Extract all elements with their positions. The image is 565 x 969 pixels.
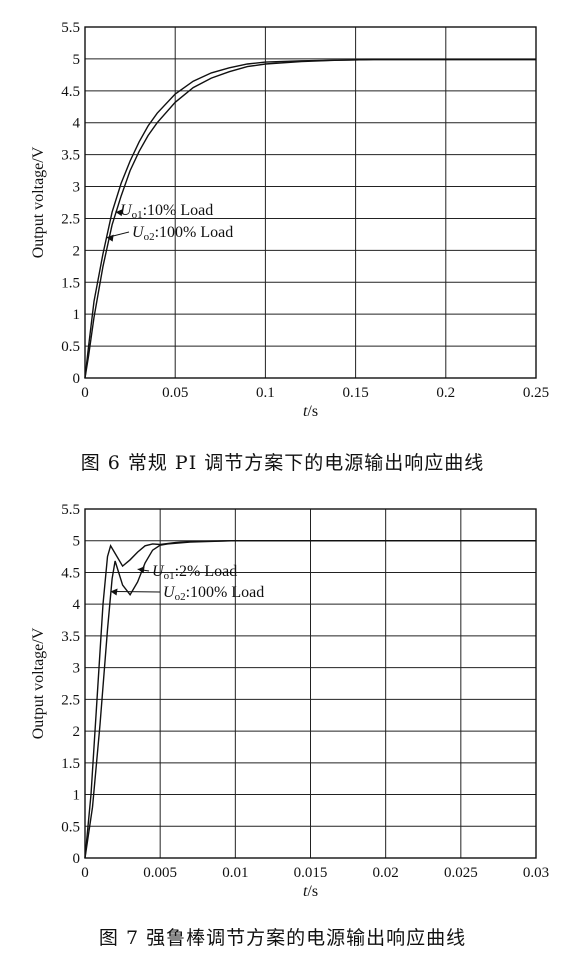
y-axis-label: Output voltage/V (30, 146, 47, 258)
y-tick-label: 5 (73, 52, 81, 68)
y-tick-label: 0.5 (61, 339, 80, 355)
annotation-arrowhead (110, 588, 118, 596)
series-annotation-1: Uo1:10% Load (120, 202, 213, 221)
series-line-2 (84, 540, 536, 859)
annotation-arrowhead (106, 234, 114, 242)
x-tick-label: 0.02 (373, 865, 399, 881)
figure-7-chart: 0 0.5 1 1.5 2 2.5 3 3.5 4 4.5 5 5.5 0 0.005 0.01 0.015 0… (30, 502, 549, 900)
x-tick-label: 0 (81, 385, 89, 401)
y-tick-label: 2 (73, 243, 81, 259)
figure-6: 0 0.5 1 1.5 2 2.5 3 3.5 4 4.5 5 5.5 0 0.05 0.1 0.15 0.2 0… (30, 20, 549, 474)
x-tick-label: 0.1 (256, 385, 275, 401)
y-tick-label: 4 (73, 597, 81, 613)
x-tick-label: 0.01 (222, 865, 248, 881)
y-tick-label: 4.5 (61, 565, 80, 581)
y-tick-label: 5 (73, 534, 81, 550)
plot-frame (84, 508, 537, 859)
x-tick-label: 0.005 (143, 865, 177, 881)
annotation-arrowhead (115, 209, 123, 217)
y-tick-label: 3.5 (61, 629, 80, 645)
series-annotation-2: Uo2:100% Load (163, 584, 264, 603)
y-tick-label: 1 (73, 788, 81, 804)
x-tick-label: 0.015 (294, 865, 328, 881)
y-tick-label: 1 (73, 307, 81, 323)
y-tick-label: 0 (73, 371, 81, 387)
y-tick-label: 2 (73, 724, 81, 740)
x-tick-label: 0 (81, 865, 89, 881)
y-tick-label: 3.5 (61, 148, 80, 164)
x-tick-label: 0.2 (436, 385, 455, 401)
y-tick-label: 3 (73, 180, 81, 196)
y-tick-label: 2.5 (61, 211, 80, 227)
figure-6-caption: 图 6 常规 PI 调节方案下的电源输出响应曲线 (80, 452, 485, 474)
x-tick-label: 0.025 (444, 865, 478, 881)
y-tick-label: 4 (73, 116, 81, 132)
y-tick-label: 3 (73, 661, 81, 677)
y-tick-label: 2.5 (61, 692, 80, 708)
series-annotation-1: Uo1:2% Load (152, 563, 237, 582)
x-tick-label: 0.15 (342, 385, 368, 401)
y-tick-label: 4.5 (61, 84, 80, 100)
x-tick-label: 0.25 (523, 385, 549, 401)
y-tick-label: 5.5 (61, 20, 80, 36)
figure-7-caption: 图 7 强鲁棒调节方案的电源输出响应曲线 (98, 927, 467, 949)
plot-frame (84, 26, 537, 379)
y-axis-label: Output voltage/V (30, 627, 47, 739)
figure-7: 0 0.5 1 1.5 2 2.5 3 3.5 4 4.5 5 5.5 0 0.005 0.01 0.015 0… (0, 485, 565, 969)
y-tick-label: 1.5 (61, 275, 80, 291)
figure-6-chart: 0 0.5 1 1.5 2 2.5 3 3.5 4 4.5 5 5.5 0 0.05 0.1 0.15 0.2 0… (30, 20, 549, 420)
x-tick-label: 0.03 (523, 865, 549, 881)
x-tick-label: 0.05 (162, 385, 188, 401)
y-tick-label: 1.5 (61, 756, 80, 772)
annotation-arrowhead (137, 566, 145, 574)
annotation-leader (110, 590, 161, 593)
x-axis-label: t/s (303, 883, 318, 900)
y-tick-label: 0.5 (61, 819, 80, 835)
series-annotation-2: Uo2:100% Load (132, 224, 233, 243)
annotation-leader (115, 209, 118, 213)
y-tick-label: 5.5 (61, 502, 80, 518)
series-line-2 (84, 58, 536, 379)
y-tick-label: 0 (73, 851, 81, 867)
x-axis-label: t/s (303, 403, 318, 420)
